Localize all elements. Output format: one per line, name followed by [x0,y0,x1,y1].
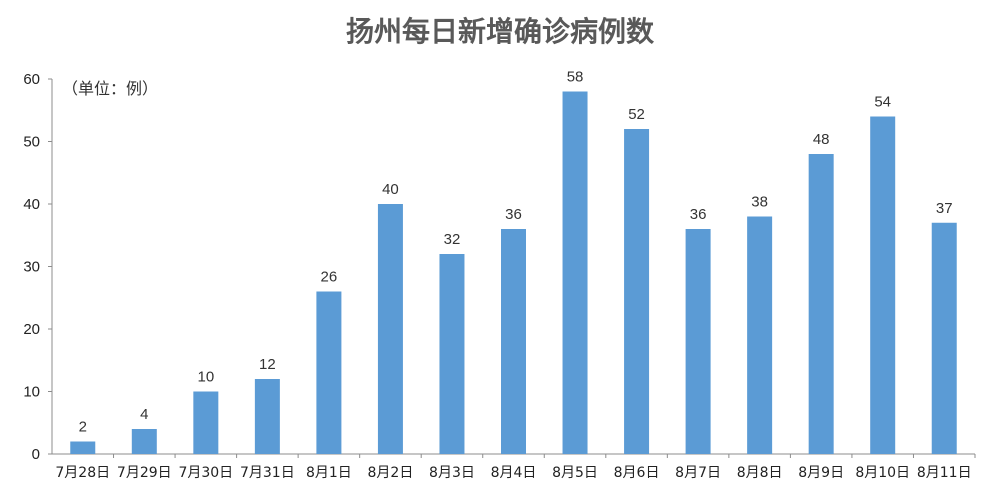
y-tick-label: 40 [23,196,40,213]
bar [70,441,96,454]
bar [747,216,773,454]
x-tick-label: 8月3日 [429,465,475,481]
bars [70,91,957,454]
data-label: 12 [259,356,276,373]
y-axis-ticks: 0 10 20 30 40 50 60 [23,71,52,463]
x-axis-labels: 7月28日 7月29日 7月30日 7月31日 8月1日 8月2日 8月3日 8月4日 8月5日… [55,454,976,481]
bar [193,391,219,454]
data-label: 38 [751,194,768,211]
bar [501,229,526,454]
data-label: 58 [567,69,584,86]
y-tick-label: 50 [23,134,40,151]
y-tick-label: 30 [23,259,40,276]
bar [870,116,896,454]
x-tick-label: 8月10日 [855,465,910,481]
y-tick-label: 10 [23,384,40,401]
chart-title: 扬州每日新增确诊病例数 [346,15,655,48]
x-tick-label: 7月30日 [178,465,233,481]
data-label: 26 [321,269,338,286]
data-label: 4 [140,406,148,423]
data-label: 36 [505,206,522,223]
bar [931,222,957,454]
x-tick-label: 8月9日 [798,465,844,481]
x-tick-label: 8月2日 [368,465,414,481]
x-tick-label: 8月8日 [737,465,783,481]
x-tick-label: 8月4日 [491,465,537,481]
x-tick-label: 7月29日 [117,465,172,481]
data-label: 37 [936,200,953,217]
x-tick-label: 8月7日 [675,465,721,481]
data-label: 40 [382,181,399,198]
x-tick-label: 7月31日 [240,465,295,481]
bar [562,91,588,454]
y-tick-label: 60 [23,71,40,88]
data-labels: 2 4 10 12 26 40 32 36 58 52 36 38 48 54 37 [79,69,953,436]
x-tick-label: 8月6日 [614,465,660,481]
bar [254,379,280,454]
data-label: 36 [690,206,707,223]
bar [685,229,711,454]
bar [316,291,342,454]
data-label: 54 [874,94,891,111]
x-tick-label: 8月1日 [306,465,352,481]
x-tick-label: 8月5日 [552,465,598,481]
bar [131,429,157,454]
y-tick-label: 0 [32,446,40,463]
data-label: 10 [197,369,214,386]
data-label: 2 [79,419,87,436]
data-label: 48 [813,131,830,148]
bar [808,154,834,454]
x-tick-label: 7月28日 [55,465,110,481]
bar [439,254,465,454]
unit-label: （单位：例） [62,79,158,98]
data-label: 32 [444,231,461,248]
y-tick-label: 20 [23,321,40,338]
x-tick-label: 8月11日 [917,465,972,481]
bar [377,204,403,454]
data-label: 52 [628,106,645,123]
bar [624,129,650,454]
